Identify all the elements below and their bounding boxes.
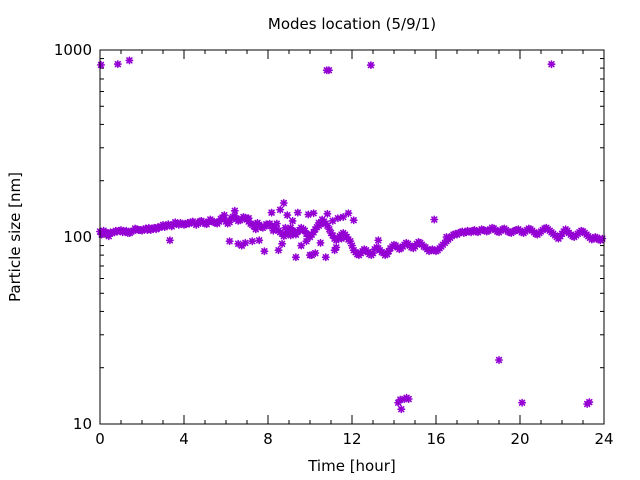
data-point <box>339 213 348 221</box>
data-point <box>113 60 122 69</box>
x-tick-label: 0 <box>95 430 105 448</box>
x-tick-label: 16 <box>426 430 445 448</box>
data-point <box>293 208 302 217</box>
data-point <box>323 209 332 218</box>
data-point <box>316 238 325 247</box>
data-point <box>397 405 406 414</box>
data-point <box>344 209 353 218</box>
data-point <box>225 237 234 246</box>
data-point <box>547 60 556 69</box>
data-point <box>278 239 287 248</box>
data-point <box>383 250 392 259</box>
data-point <box>323 221 332 230</box>
data-point <box>321 253 330 262</box>
data-point <box>328 216 337 225</box>
data-point <box>272 219 281 228</box>
data-point <box>332 243 341 252</box>
data-point <box>225 218 234 227</box>
data-point <box>324 66 333 75</box>
data-point <box>269 226 278 235</box>
x-tick-label: 24 <box>594 430 613 448</box>
data-point <box>302 237 311 246</box>
data-point <box>384 247 393 256</box>
data-point <box>291 253 300 262</box>
data-point <box>348 241 356 250</box>
y-axis-label: Particle size [nm] <box>6 172 24 302</box>
data-point <box>286 231 295 240</box>
data-point <box>374 236 383 245</box>
data-point <box>346 237 355 246</box>
data-point <box>318 215 327 224</box>
data-point <box>274 246 283 255</box>
x-tick-label: 4 <box>179 430 189 448</box>
data-point <box>283 211 292 220</box>
data-point <box>349 216 358 225</box>
data-point <box>585 398 594 407</box>
axis-ticks: 0 4 8 12 16 20 24 10 100 1000 <box>54 41 614 448</box>
x-axis-label: Time [hour] <box>307 457 396 475</box>
data-point <box>276 205 285 214</box>
data-point <box>230 211 239 220</box>
data-point <box>314 218 323 227</box>
data-point <box>97 60 105 69</box>
data-point <box>230 206 239 215</box>
data-point <box>311 249 320 258</box>
data-point <box>220 211 229 220</box>
data-point <box>248 237 257 246</box>
data-point <box>328 231 337 240</box>
data-point <box>241 238 250 247</box>
data-points <box>96 56 607 414</box>
data-point <box>369 249 377 258</box>
chart-title: Modes location (5/9/1) <box>268 15 436 33</box>
data-point <box>234 239 243 248</box>
data-point <box>309 228 318 237</box>
data-point <box>97 230 106 239</box>
data-point <box>396 395 405 404</box>
data-point <box>333 214 342 223</box>
x-tick-label: 8 <box>263 430 273 448</box>
data-point <box>281 230 290 239</box>
data-point <box>430 215 439 224</box>
data-point <box>495 356 503 364</box>
data-point <box>288 216 297 225</box>
y-tick-label: 10 <box>73 415 92 433</box>
data-point <box>307 251 316 260</box>
plot-frame <box>99 49 605 425</box>
data-point <box>165 236 174 245</box>
y-tick-label: 100 <box>63 228 92 246</box>
data-point <box>102 229 111 237</box>
data-point <box>297 241 306 250</box>
data-point <box>244 214 253 223</box>
data-point <box>251 225 260 234</box>
data-point <box>299 226 308 234</box>
y-tick-label: 1000 <box>54 41 92 59</box>
data-point <box>255 236 264 245</box>
data-point <box>337 234 346 243</box>
data-point <box>309 209 318 218</box>
data-point <box>279 199 288 207</box>
data-point <box>237 241 246 250</box>
x-tick-label: 20 <box>510 430 529 448</box>
data-point <box>442 233 451 241</box>
data-point <box>404 395 413 403</box>
data-point <box>125 56 134 65</box>
data-point <box>281 223 290 232</box>
x-tick-label: 12 <box>342 430 361 448</box>
data-point <box>304 210 313 219</box>
data-point <box>260 247 269 256</box>
data-point <box>598 234 607 243</box>
data-point <box>104 232 113 241</box>
data-point <box>267 208 276 217</box>
data-point <box>518 398 527 407</box>
data-point <box>366 61 375 70</box>
data-point <box>325 225 334 234</box>
data-point <box>291 230 300 239</box>
